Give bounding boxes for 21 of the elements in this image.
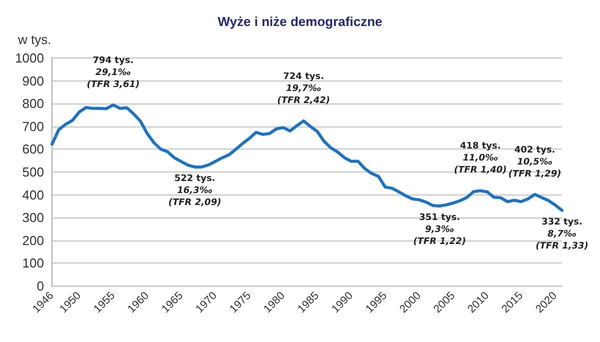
y-tick-label: 1000 [15, 50, 44, 66]
y-tick-label: 400 [22, 187, 44, 202]
annotation: 402 tys. 10,5‰ (TFR 1,29) [508, 145, 562, 180]
y-tick-label: 800 [22, 96, 44, 112]
annotation: 724 tys. 19,7‰ (TFR 2,42) [277, 72, 330, 106]
y-tick-label: 200 [22, 232, 44, 248]
y-tick-label: 100 [22, 256, 44, 271]
y-tick-label: 700 [22, 118, 44, 134]
annotation: 418 tys. 11,0‰ (TFR 1,40) [454, 142, 507, 176]
annotation: 351 tys. 9,3‰ (TFR 1,22) [413, 212, 466, 247]
y-axis-title: w tys. [17, 32, 52, 47]
y-tick-label: 500 [22, 164, 44, 180]
annotation: 794 tys. 29,1‰ (TFR 3,61) [86, 56, 140, 90]
y-tick-label: 900 [22, 73, 44, 88]
y-tick-label: 0 [36, 278, 44, 294]
annotation: 332 tys. 8,7‰ (TFR 1,33) [536, 217, 588, 252]
chart-title: Wyże i niże demograficzne [218, 14, 382, 29]
y-tick-label: 600 [22, 142, 44, 157]
annotation: 522 tys. 16,3‰ (TFR 2,09) [168, 174, 222, 208]
y-tick-label: 300 [22, 210, 44, 226]
line-series [50, 103, 564, 212]
